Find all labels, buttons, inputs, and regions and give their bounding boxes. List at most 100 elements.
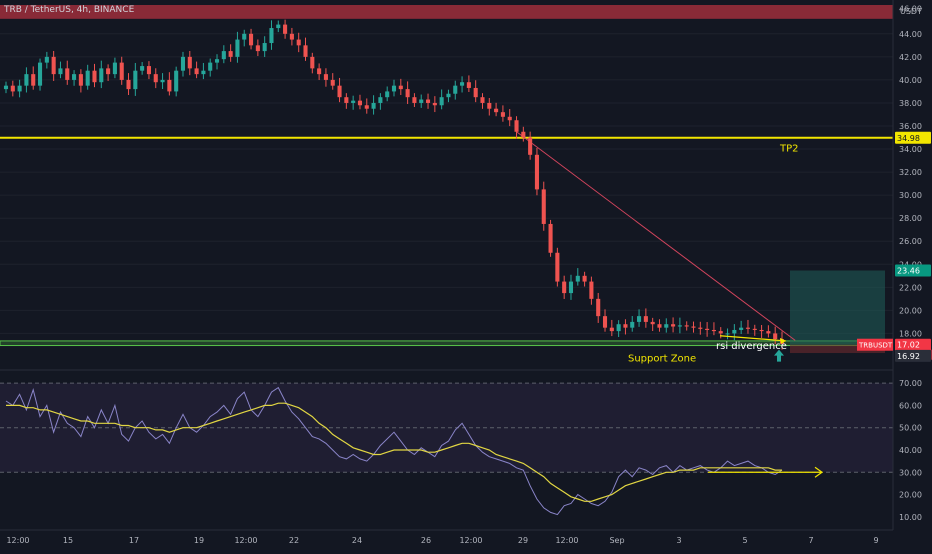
rsi-divergence-label: rsi divergence [716,341,787,352]
candle-body [650,321,655,325]
candle-body [766,331,771,334]
candle-body [773,333,778,340]
candle-body [398,85,403,90]
candle-body [453,85,458,94]
candle-body [419,99,424,103]
candle-body [194,68,199,75]
candle-body [92,70,97,83]
target-price-label-bg [895,264,931,277]
rsi-tick-label: 60.00 [899,401,922,410]
candle-body [17,85,22,92]
candle-body [242,33,247,40]
candle-body [317,68,322,75]
candle-body [609,327,614,332]
candle-body [473,87,478,98]
price-tick-label: 34.00 [899,145,922,154]
candle-body [51,56,56,75]
candle-body [589,281,594,299]
candle-body [262,43,267,52]
candle-body [616,324,621,332]
candle-body [657,324,662,328]
stop-price-label-bg [895,349,931,362]
candle-body [432,102,437,106]
rsi-tick-label: 10.00 [899,513,922,522]
price-tick-label: 26.00 [899,237,922,246]
rsi-tick-label: 40.00 [899,446,922,455]
candle-body [637,316,642,322]
candle-body [460,82,465,86]
candle-body [106,68,111,75]
candle-body [528,137,533,155]
candle-body [684,325,689,327]
candle-body [664,324,669,328]
candle-body [671,324,676,327]
candle-body [228,51,233,57]
hline-price-label: 34.98 [897,134,920,143]
symbol-tag: TRBUSDT [858,342,893,350]
resistance-zone [0,5,893,19]
candle-body [466,82,471,88]
rsi-arrowhead [814,466,824,478]
price-tick-label: 30.00 [899,191,922,200]
time-tick-label: 17 [129,536,139,545]
candle-body [602,316,608,328]
candle-body [208,62,213,71]
price-tick-label: 38.00 [899,99,922,108]
time-tick-label: 29 [518,536,528,545]
price-tick-label: 44.00 [899,30,922,39]
trendline [516,131,796,341]
candle-body [745,327,751,329]
candle-body [691,326,696,328]
time-tick-label: 12:00 [234,536,257,545]
candle-body [249,33,254,46]
target-price-label: 23.46 [897,267,920,276]
last-price-label-bg [895,338,931,351]
candle-body [276,24,281,29]
candle-body [555,252,560,282]
candle-body [582,275,587,282]
candle-body [344,97,349,103]
candle-body [214,59,220,63]
buy-arrow-icon [774,349,784,362]
candle-body [705,328,710,330]
candle-body [425,99,431,103]
candle-body [643,316,648,322]
last-price-label: 17.02 [897,341,920,350]
candle-body [289,33,294,40]
candle-body [739,327,744,330]
candle-body [167,79,172,92]
price-tick-label: 42.00 [899,53,922,62]
candle-body [323,74,328,80]
candle-body [187,56,192,69]
candle-body [500,112,505,117]
time-tick-label: 12:00 [459,536,482,545]
time-tick-label: 7 [808,536,813,545]
candle-body [357,100,363,106]
candle-body [126,79,131,90]
candle-body [201,70,206,75]
candle-body [405,89,410,98]
candle-body [85,70,90,86]
rsi-tick-label: 20.00 [899,491,922,500]
candle-body [58,68,63,75]
time-tick-label: 24 [352,536,362,545]
price-tick-label: 28.00 [899,214,922,223]
time-tick-label: 5 [742,536,747,545]
candle-body [160,79,165,83]
candle-body [446,93,451,98]
time-tick-label: 9 [873,536,878,545]
candle-body [548,223,553,253]
symbol-tag-bg [857,338,893,351]
candle-body [439,97,444,106]
candle-body [711,329,716,332]
candle-body [65,68,70,80]
price-tick-label: 18.00 [899,329,922,338]
candle-body [119,62,124,80]
candle-body [732,329,737,334]
tp2-label: TP2 [779,143,799,154]
time-tick-label: 22 [289,536,299,545]
candle-body [412,97,417,103]
price-tick-label: 20.00 [899,306,922,315]
